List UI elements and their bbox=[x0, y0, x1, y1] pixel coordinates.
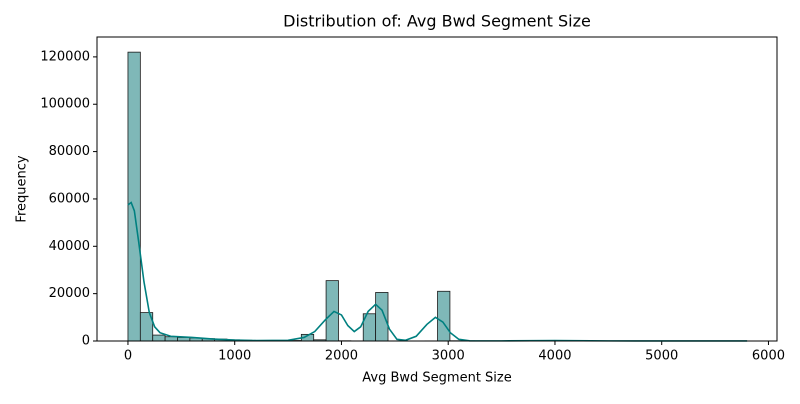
bar bbox=[153, 335, 165, 341]
x-tick-label: 2000 bbox=[325, 349, 358, 364]
y-tick-label: 80000 bbox=[49, 144, 90, 159]
x-tick-label: 5000 bbox=[645, 349, 678, 364]
chart-title: Distribution of: Avg Bwd Segment Size bbox=[283, 12, 591, 31]
bar bbox=[165, 337, 177, 341]
x-tick-label: 6000 bbox=[752, 349, 785, 364]
x-tick-label: 0 bbox=[124, 349, 132, 364]
bar bbox=[376, 292, 388, 341]
bar bbox=[438, 291, 450, 341]
x-tick-label: 4000 bbox=[538, 349, 571, 364]
y-tick-label: 40000 bbox=[49, 239, 90, 254]
y-tick-label: 0 bbox=[82, 334, 90, 349]
y-tick-label: 120000 bbox=[40, 49, 90, 64]
bar bbox=[128, 52, 140, 341]
x-axis-label: Avg Bwd Segment Size bbox=[362, 371, 511, 386]
x-tick-label: 3000 bbox=[432, 349, 465, 364]
y-tick-label: 20000 bbox=[49, 286, 90, 301]
y-axis-label: Frequency bbox=[15, 155, 30, 222]
bar bbox=[326, 281, 338, 341]
y-tick-label: 100000 bbox=[40, 97, 90, 112]
x-tick-label: 1000 bbox=[218, 349, 251, 364]
y-tick-label: 60000 bbox=[49, 191, 90, 206]
